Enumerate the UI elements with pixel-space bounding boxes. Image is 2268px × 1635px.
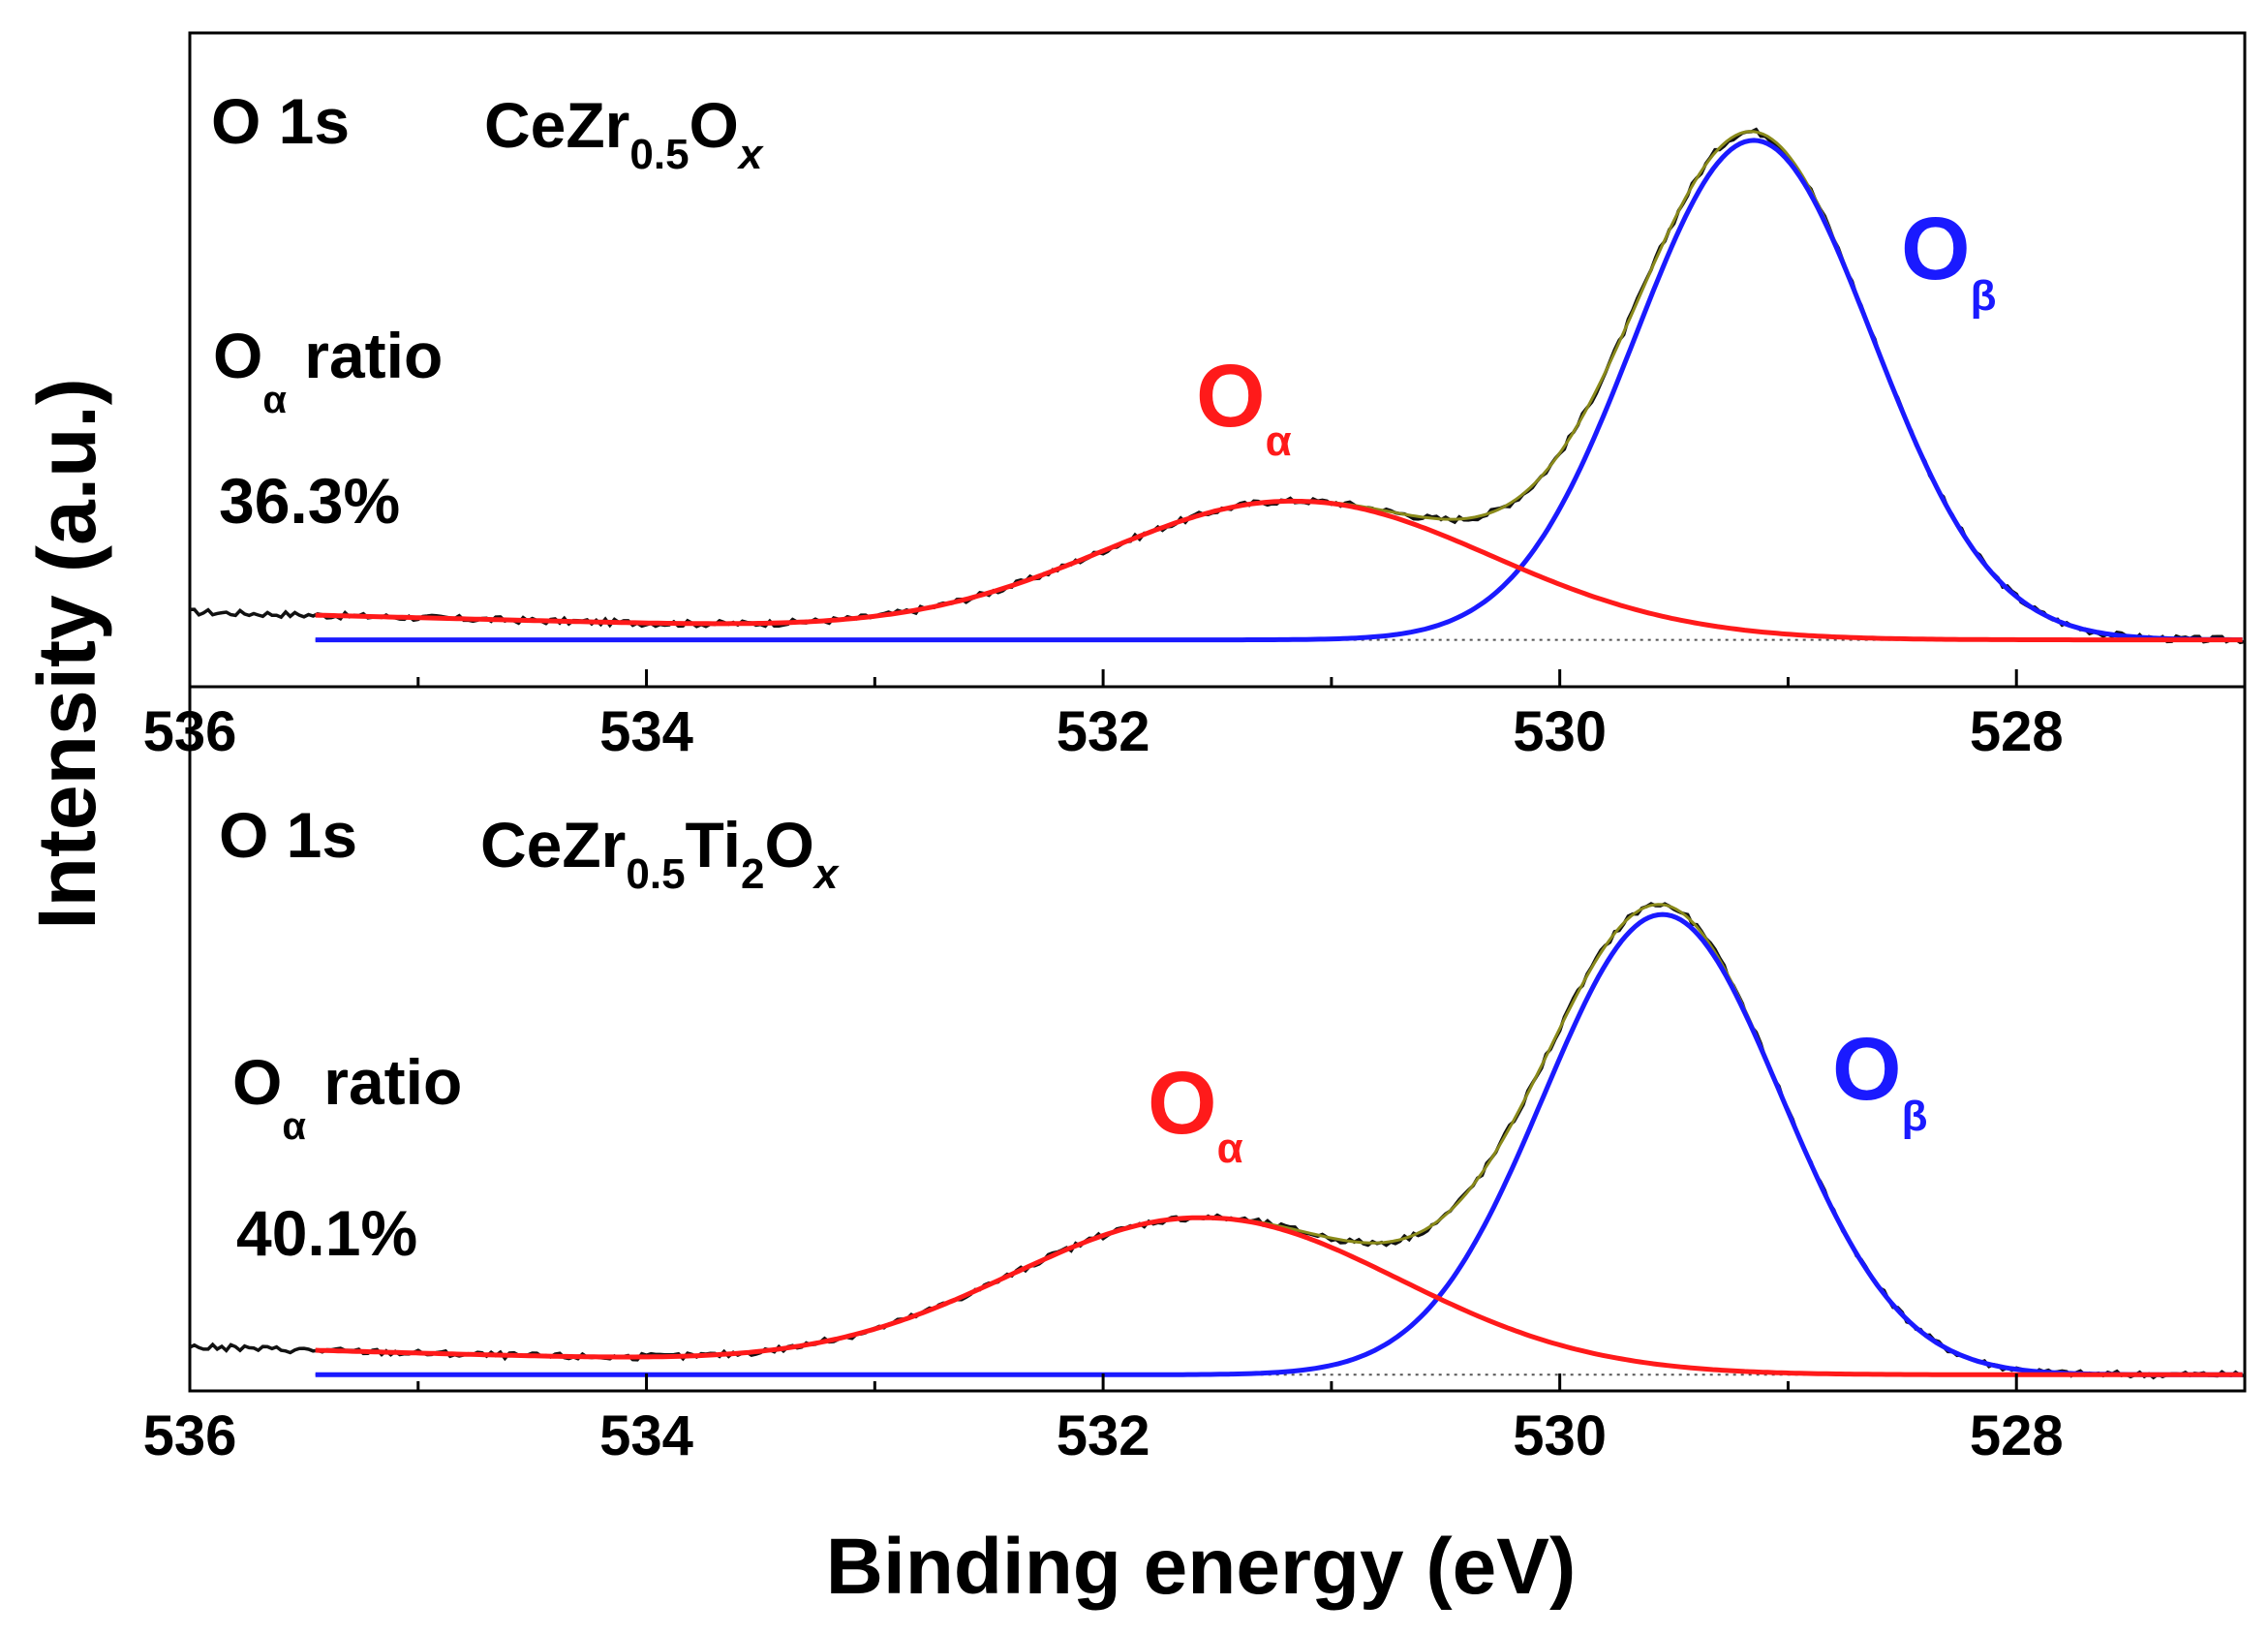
ratio-bottom-sub: α bbox=[282, 1105, 306, 1148]
ratio-bottom-rest: ratio bbox=[306, 1046, 462, 1118]
peak-alpha-top-sub: α bbox=[1266, 417, 1292, 465]
core-level-label-top: O 1s bbox=[211, 85, 350, 157]
x-tick-label-bottom: 530 bbox=[1513, 1404, 1607, 1467]
sample-bottom-base: CeZr bbox=[480, 809, 626, 880]
o-beta-peak-bottom bbox=[315, 911, 2243, 1377]
x-tick-label-top: 528 bbox=[1970, 700, 2064, 763]
x-axis-label: Binding energy (eV) bbox=[826, 1523, 1577, 1611]
sample-top-sub1: 0.5 bbox=[629, 131, 689, 178]
ratio-label-top: Oα ratio bbox=[213, 320, 443, 421]
plot-frame-bottom bbox=[188, 685, 2247, 1393]
x-tick-label-bottom: 534 bbox=[599, 1404, 693, 1467]
x-tick-label-top: 534 bbox=[599, 700, 693, 763]
sample-label-top: CeZr0.5Ox bbox=[484, 89, 764, 178]
peak-alpha-bottom-main: O bbox=[1148, 1054, 1217, 1153]
ratio-top-sub: α bbox=[262, 379, 287, 421]
peak-label-beta-bottom: Oβ bbox=[1832, 1020, 1927, 1140]
sample-top-mid: O bbox=[690, 89, 739, 161]
core-level-label-bottom: O 1s bbox=[219, 799, 357, 871]
ratio-value-top: 36.3% bbox=[219, 465, 400, 537]
sample-bottom-mid2: O bbox=[765, 809, 814, 880]
peak-alpha-bottom-sub: α bbox=[1217, 1125, 1243, 1172]
sample-bottom-sub3: x bbox=[812, 850, 840, 898]
peak-label-alpha-top: Oα bbox=[1196, 347, 1292, 465]
sample-top-base: CeZr bbox=[484, 89, 629, 161]
peak-beta-top-sub: β bbox=[1971, 272, 1997, 320]
peak-beta-top-main: O bbox=[1901, 200, 1971, 298]
peak-alpha-top-main: O bbox=[1196, 347, 1266, 446]
peak-beta-bottom-sub: β bbox=[1902, 1093, 1928, 1140]
fit-envelope-bottom bbox=[315, 903, 2243, 1376]
x-tick-label-top: 530 bbox=[1513, 700, 1607, 763]
sample-bottom-sub2: 2 bbox=[741, 850, 764, 898]
sample-label-bottom: CeZr0.5Ti2Ox bbox=[480, 809, 840, 898]
sample-bottom-mid: Ti bbox=[686, 809, 741, 880]
x-tick-label-bottom: 536 bbox=[143, 1404, 237, 1467]
x-tick-label-top: 532 bbox=[1057, 700, 1150, 763]
ratio-bottom-main: O bbox=[232, 1046, 282, 1118]
x-tick-label-bottom: 532 bbox=[1057, 1404, 1150, 1467]
y-axis-label: Intensity (a.u.) bbox=[21, 378, 112, 929]
sample-top-sub2: x bbox=[737, 131, 764, 178]
sample-bottom-sub1: 0.5 bbox=[626, 850, 685, 898]
x-tick-label-bottom: 528 bbox=[1970, 1404, 2064, 1467]
peak-label-alpha-bottom: Oα bbox=[1148, 1054, 1243, 1172]
panel-top: O 1s CeZr0.5Ox Oα ratio 36.3% Oα Oβ 536 5… bbox=[143, 31, 2247, 763]
ratio-top-rest: ratio bbox=[287, 320, 443, 391]
peak-label-beta-top: Oβ bbox=[1901, 200, 1996, 320]
o-beta-peak-top bbox=[315, 138, 2243, 643]
ratio-value-bottom: 40.1% bbox=[236, 1197, 417, 1269]
o-alpha-peak-top bbox=[315, 498, 2243, 643]
ratio-top-main: O bbox=[213, 320, 262, 391]
panel-bottom: O 1s CeZr0.5Ti2Ox Oα ratio 40.1% Oα Oβ 5… bbox=[143, 685, 2247, 1467]
peak-beta-bottom-main: O bbox=[1832, 1020, 1902, 1119]
ratio-label-bottom: Oα ratio bbox=[232, 1046, 462, 1148]
o-alpha-peak-bottom bbox=[315, 1215, 2243, 1377]
